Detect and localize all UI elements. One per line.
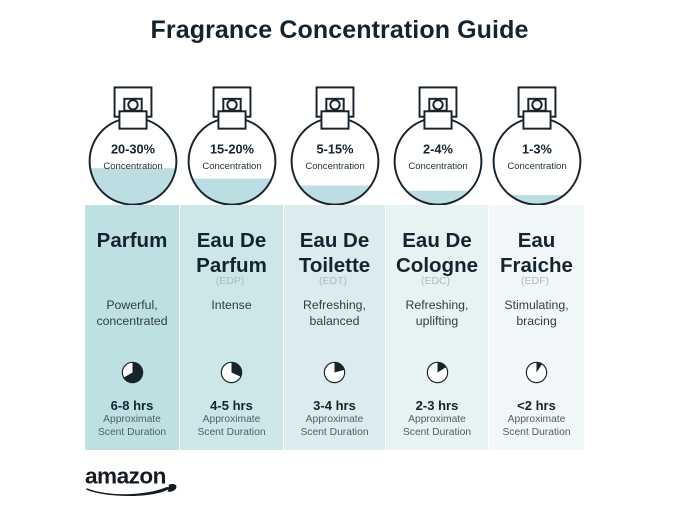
svg-text:5-15%: 5-15% xyxy=(317,142,355,157)
svg-text:2-4%: 2-4% xyxy=(423,142,453,157)
svg-text:Concentration: Concentration xyxy=(408,161,467,172)
svg-text:Concentration: Concentration xyxy=(103,161,162,172)
svg-text:1-3%: 1-3% xyxy=(522,142,552,157)
svg-text:amazon: amazon xyxy=(85,464,166,489)
svg-text:15-20%: 15-20% xyxy=(210,142,255,157)
svg-text:Concentration: Concentration xyxy=(305,161,364,172)
svg-text:Concentration: Concentration xyxy=(507,161,566,172)
svg-text:20-30%: 20-30% xyxy=(110,142,155,157)
svg-text:Concentration: Concentration xyxy=(202,161,261,172)
